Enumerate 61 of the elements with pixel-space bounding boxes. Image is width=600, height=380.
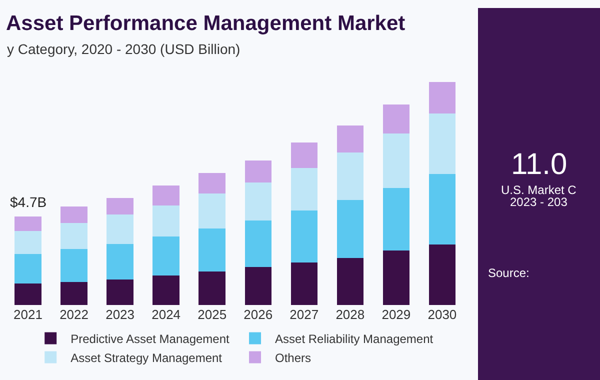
x-tick-label: 2026 — [244, 307, 273, 322]
bar — [198, 271, 226, 305]
bar — [152, 205, 180, 237]
legend-label: Asset Reliability Management — [275, 332, 434, 346]
bar — [60, 282, 88, 305]
x-tick-label: 2029 — [382, 307, 411, 322]
text: U.S. Market C — [501, 183, 577, 197]
bar — [382, 104, 410, 134]
bar — [290, 142, 318, 168]
bar — [152, 186, 180, 206]
bar — [428, 244, 456, 305]
bar — [336, 200, 364, 258]
bar — [152, 275, 180, 305]
bar — [290, 168, 318, 211]
bar — [428, 82, 456, 114]
bar — [290, 210, 318, 262]
x-tick-label: 2027 — [290, 307, 319, 322]
bar — [428, 114, 456, 174]
chart-subtitle: y Category, 2020 - 2030 (USD Billion) — [7, 41, 240, 57]
text: 11.0 — [511, 148, 568, 181]
x-tick-label: 2024 — [152, 307, 181, 322]
x-tick-label: 2025 — [198, 307, 227, 322]
bar — [14, 231, 42, 254]
chart-title: Asset Performance Management Market — [6, 12, 406, 35]
bar — [106, 214, 134, 244]
bar — [244, 182, 272, 221]
bar — [14, 216, 42, 232]
bar — [152, 236, 180, 276]
bar — [14, 254, 42, 284]
x-tick-label: 2023 — [106, 307, 135, 322]
bar — [428, 174, 456, 244]
text: 2023 - 203 — [510, 195, 568, 209]
x-tick-label: 2021 — [14, 307, 42, 322]
source-note: Source: — [488, 266, 530, 280]
bar — [382, 250, 410, 305]
bar — [198, 228, 226, 272]
x-tick-label: 2030 — [428, 307, 457, 322]
bar — [382, 188, 410, 251]
bar — [106, 244, 134, 280]
bar — [336, 126, 364, 153]
bar — [336, 152, 364, 200]
bar — [382, 133, 410, 188]
bar — [244, 266, 272, 305]
bar — [244, 160, 272, 182]
annotation: $4.7B — [10, 194, 47, 210]
bar — [198, 173, 226, 194]
bar — [60, 222, 88, 250]
bar — [14, 284, 42, 305]
bar — [60, 249, 88, 282]
bar — [336, 258, 364, 305]
bar — [60, 206, 88, 223]
bar — [106, 280, 134, 305]
x-tick-label: 2028 — [336, 307, 365, 322]
x-tick-label: 2022 — [60, 307, 88, 322]
legend-label: Asset Strategy Management — [70, 350, 223, 365]
legend-label: Others — [275, 350, 312, 365]
bar — [198, 194, 226, 229]
legend-label: Predictive Asset Management — [70, 332, 230, 346]
bar — [290, 262, 318, 305]
bar — [244, 220, 272, 267]
bar — [106, 198, 134, 215]
